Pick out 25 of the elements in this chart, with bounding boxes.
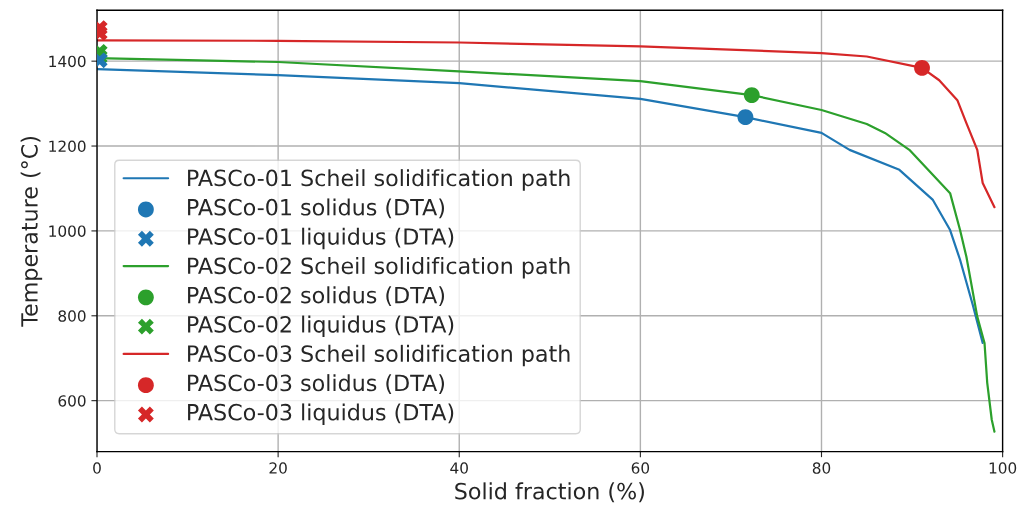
x-tick-label: 0 [93,462,101,474]
legend-label: PASCo-01 solidus (DTA) [188,198,445,219]
x-tick-label: 20 [269,462,287,474]
point [743,87,760,104]
y-tick-label: 800 [58,310,86,322]
x-axis-title: Solid fraction (%) [455,482,644,503]
legend-label: PASCo-01 liquidus (DTA) [188,227,454,250]
x-tick-label: 60 [631,462,650,474]
y-axis-title: Temperature (°C) [20,136,43,327]
point [737,109,754,126]
y-tick-label: 600 [58,395,86,407]
legend-label: PASCo-02 solidus (DTA) [188,286,445,307]
legend-label: PASCo-02 liquidus (DTA) [188,315,454,338]
legend-label: PASCo-01 Scheil solidification path [188,169,570,191]
legend-label: PASCo-02 Scheil solidification path [188,256,570,279]
legend-label: PASCo-03 liquidus (DTA) [188,403,454,425]
y-tick-label: 1000 [49,225,86,237]
y-tick-label: 1400 [49,55,86,68]
x-tick-label: 100 [989,462,1017,474]
x-tick-label: 40 [450,462,468,474]
y-tick-label: 1200 [49,140,86,153]
x-tick-label: 80 [812,462,831,474]
legend-label: PASCo-03 solidus (DTA) [188,374,445,394]
legend-label: PASCo-03 Scheil solidification path [188,344,570,367]
point [914,60,930,76]
